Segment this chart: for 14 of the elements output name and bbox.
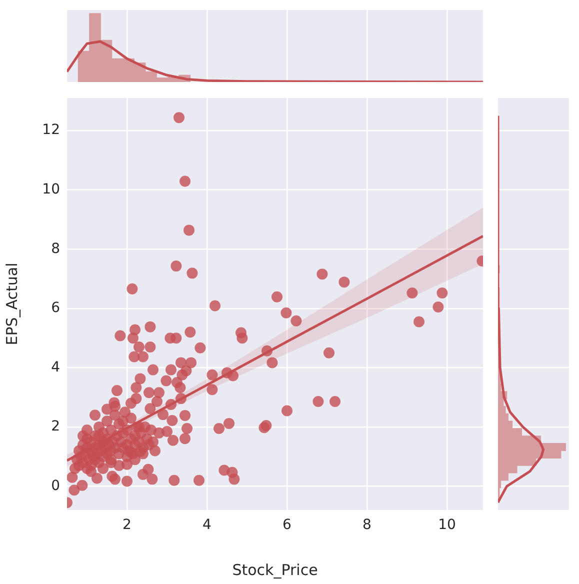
x-tick-label: 8 bbox=[362, 517, 372, 534]
y-tick-label: 10 bbox=[42, 182, 60, 198]
y-tick-label: 8 bbox=[51, 240, 60, 257]
x-tick-label: 6 bbox=[282, 517, 292, 534]
y-tick-label: 12 bbox=[42, 122, 60, 138]
x-tick-label: 10 bbox=[438, 517, 456, 534]
y-tick-label: 0 bbox=[51, 478, 60, 494]
y-tick-label: 4 bbox=[51, 359, 60, 376]
y-tick-label: 2 bbox=[51, 418, 60, 435]
x-tick-label: 2 bbox=[122, 517, 132, 534]
x-axis-title: Stock_Price bbox=[232, 560, 318, 579]
y-axis-title: EPS_Actual bbox=[2, 262, 21, 346]
x-tick-label: 4 bbox=[202, 517, 212, 534]
y-tick-label: 6 bbox=[51, 300, 60, 316]
